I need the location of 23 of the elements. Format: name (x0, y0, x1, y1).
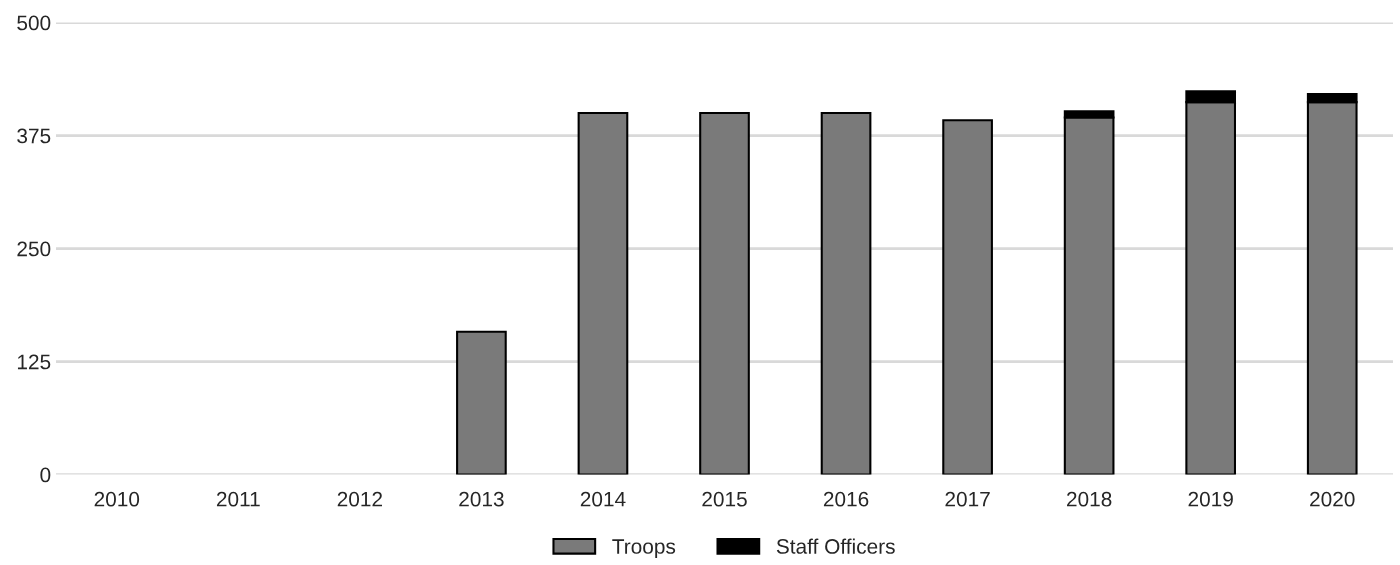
x-tick-label: 2020 (1310, 491, 1355, 507)
x-tick-label: 2013 (459, 491, 504, 507)
bar (699, 111, 750, 475)
x-tick-label: 2019 (1188, 491, 1233, 507)
x-tick-label: 2010 (94, 491, 140, 507)
x-tick-label: 2015 (702, 491, 747, 507)
legend-label: Troops (612, 539, 676, 558)
legend-label: Staff Officers (776, 538, 895, 554)
bar (820, 111, 872, 475)
x-tick-label: 2014 (580, 491, 626, 507)
bar (456, 330, 507, 475)
x-tick-label: 2012 (337, 491, 382, 507)
bar (577, 111, 629, 475)
x-tick-label: 2017 (945, 491, 990, 507)
bar (942, 119, 993, 475)
y-tick-label: 125 (17, 354, 51, 370)
x-tick-label: 2016 (823, 491, 869, 507)
x-tick-label: 2018 (1067, 491, 1112, 507)
y-tick-label: 500 (17, 15, 51, 31)
y-tick-label: 0 (40, 467, 51, 483)
y-tick-label: 250 (17, 241, 51, 257)
x-tick-label: 2011 (216, 491, 260, 507)
y-tick-label: 375 (17, 128, 51, 144)
